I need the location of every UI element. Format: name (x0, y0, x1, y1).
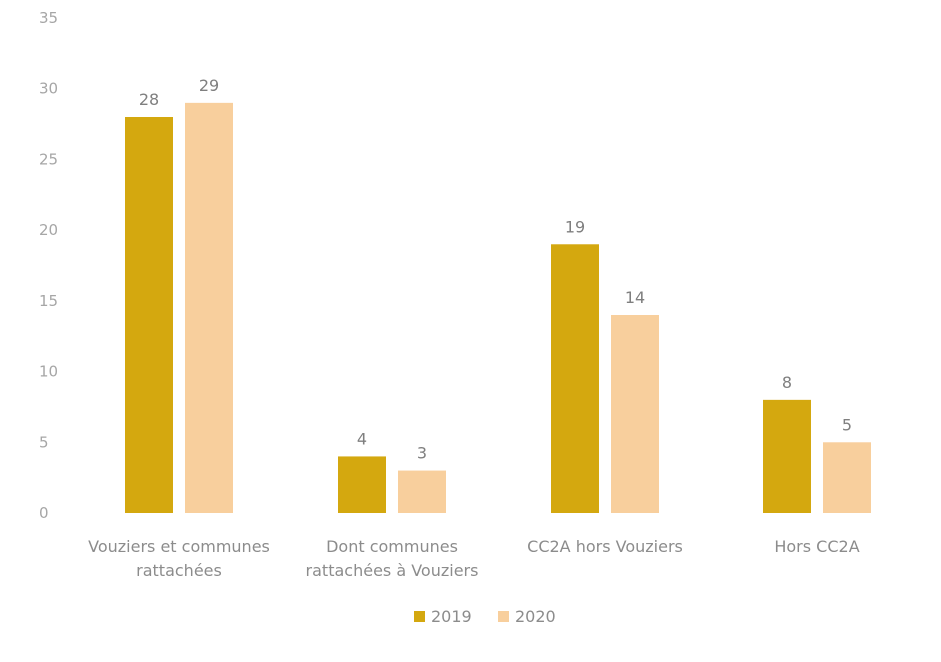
category-label-2: CC2A hors Vouziers (527, 537, 683, 556)
y-tick-label-15: 15 (39, 292, 58, 310)
data-labels: 28 29 4 3 19 14 8 5 (139, 76, 852, 463)
data-label-2019-0: 28 (139, 90, 159, 109)
y-tick-label-0: 0 (39, 504, 49, 522)
data-label-2020-2: 14 (625, 288, 645, 307)
data-label-2019-2: 19 (565, 217, 585, 236)
legend-swatch-2020 (498, 611, 509, 622)
legend-label-2020: 2020 (515, 607, 556, 626)
bars (125, 102, 871, 514)
data-label-2020-1: 3 (417, 444, 427, 463)
bar-2020-1 (398, 470, 446, 513)
data-label-2019-1: 4 (357, 429, 367, 448)
legend-swatch-2019 (414, 611, 425, 622)
category-label-line: Dont communes (326, 537, 458, 556)
bar-2019-3 (763, 399, 811, 513)
bar-2019-0 (125, 117, 173, 513)
y-tick-label-20: 20 (39, 221, 58, 239)
data-label-2019-3: 8 (782, 373, 792, 392)
legend-label-2019: 2019 (431, 607, 472, 626)
data-label-2020-0: 29 (199, 76, 219, 95)
category-label-3: Hors CC2A (774, 537, 859, 556)
category-label-1: Dont communes rattachées à Vouziers (306, 537, 479, 580)
bar-2020-0 (185, 102, 233, 513)
legend: 2019 2020 (414, 607, 556, 626)
bar-2020-2 (611, 315, 659, 513)
y-tick-label-25: 25 (39, 150, 58, 168)
category-label-line: Vouziers et communes (88, 537, 270, 556)
category-label-line: rattachées (136, 561, 222, 580)
bar-2019-2 (551, 244, 599, 514)
category-label-line: CC2A hors Vouziers (527, 537, 683, 556)
y-tick-label-30: 30 (39, 80, 58, 98)
category-label-line: Hors CC2A (774, 537, 859, 556)
category-label-line: rattachées à Vouziers (306, 561, 479, 580)
bar-2020-3 (823, 442, 871, 513)
bar-2019-1 (338, 456, 386, 513)
y-axis-ticks: 0 5 10 15 20 25 30 35 (39, 9, 58, 522)
category-labels: Vouziers et communes rattachées Dont commu… (88, 537, 860, 580)
category-label-0: Vouziers et communes rattachées (88, 537, 270, 580)
data-label-2020-3: 5 (842, 415, 852, 434)
y-tick-label-10: 10 (39, 363, 58, 381)
y-tick-label-35: 35 (39, 9, 58, 27)
y-tick-label-5: 5 (39, 433, 49, 451)
